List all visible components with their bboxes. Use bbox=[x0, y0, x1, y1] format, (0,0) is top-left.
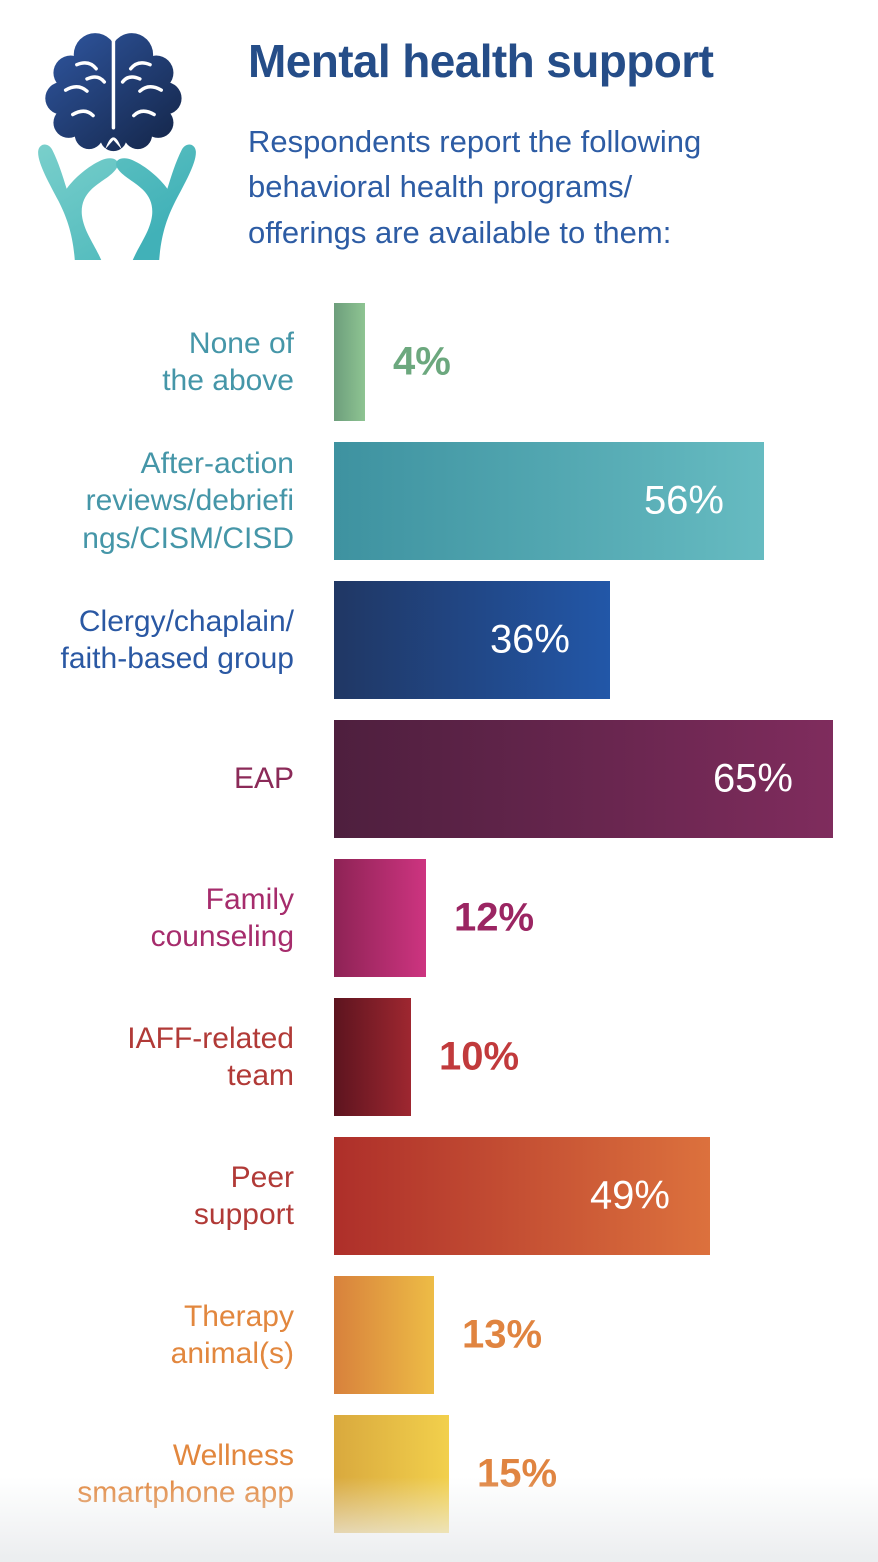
bar-label: EAP bbox=[233, 762, 294, 796]
hands-icon bbox=[38, 144, 196, 260]
bar-row: None of the above 4% bbox=[0, 303, 878, 421]
page-title: Mental health support bbox=[248, 35, 714, 87]
bar-area: 10% bbox=[334, 998, 878, 1116]
bar bbox=[334, 859, 426, 977]
bar-area: 56% bbox=[334, 442, 878, 560]
bar-row: IAFF-related team 10% bbox=[0, 998, 878, 1116]
bar-label: None of the above bbox=[162, 326, 294, 397]
bar bbox=[334, 1276, 434, 1394]
bar-area: 4% bbox=[334, 303, 878, 421]
bar-value: 4% bbox=[393, 339, 451, 384]
bar-value: 10% bbox=[439, 1034, 520, 1079]
bar-row: After-action reviews/debriefi ngs/CISM/C… bbox=[0, 442, 878, 560]
bar: 56% bbox=[334, 442, 764, 560]
bar: 36% bbox=[334, 581, 610, 699]
bar-row: Therapy animal(s) 13% bbox=[0, 1276, 878, 1394]
bar-row: Clergy/chaplain/ faith-based group 36% bbox=[0, 581, 878, 699]
bar-area: 49% bbox=[334, 1137, 878, 1255]
bar-label: After-action reviews/debriefi ngs/CISM/C… bbox=[82, 447, 294, 555]
bar-label: IAFF-related team bbox=[127, 1021, 294, 1092]
bar: 65% bbox=[334, 720, 833, 838]
bar-value: 36% bbox=[489, 617, 570, 662]
bar-label: Family counseling bbox=[150, 882, 294, 953]
header: Mental health support Respondents report… bbox=[248, 36, 854, 255]
bar-row: Family counseling 12% bbox=[0, 859, 878, 977]
brain-bottom-notch bbox=[105, 137, 122, 150]
bar-row: Peer support 49% bbox=[0, 1137, 878, 1255]
bar-area: 13% bbox=[334, 1276, 878, 1394]
bar-area: 65% bbox=[334, 720, 878, 838]
bar-chart: None of the above 4% After-action reviews/… bbox=[0, 303, 878, 1554]
brain-in-hands-svg bbox=[38, 33, 196, 260]
bottom-fade bbox=[0, 1477, 878, 1562]
bar-area: 36% bbox=[334, 581, 878, 699]
bar-label: Peer support bbox=[193, 1160, 294, 1231]
bar-rows: None of the above 4% After-action reviews/… bbox=[0, 303, 878, 1533]
page-subtitle: Respondents report the following behavio… bbox=[248, 123, 702, 250]
bar-value: 12% bbox=[454, 895, 535, 940]
bar-value: 65% bbox=[712, 756, 793, 801]
bar: 49% bbox=[334, 1137, 710, 1255]
bar-value: 56% bbox=[643, 478, 724, 523]
bar-label: Clergy/chaplain/ faith-based group bbox=[60, 604, 295, 675]
brain-in-hands-icon bbox=[28, 26, 206, 260]
bar bbox=[334, 303, 365, 421]
bar-value: 49% bbox=[589, 1173, 670, 1218]
bar-row: EAP 65% bbox=[0, 720, 878, 838]
bar-value: 13% bbox=[462, 1312, 543, 1357]
brain-folds bbox=[63, 34, 163, 130]
bar bbox=[334, 998, 411, 1116]
bar-label: Therapy animal(s) bbox=[170, 1299, 294, 1370]
bar-area: 12% bbox=[334, 859, 878, 977]
